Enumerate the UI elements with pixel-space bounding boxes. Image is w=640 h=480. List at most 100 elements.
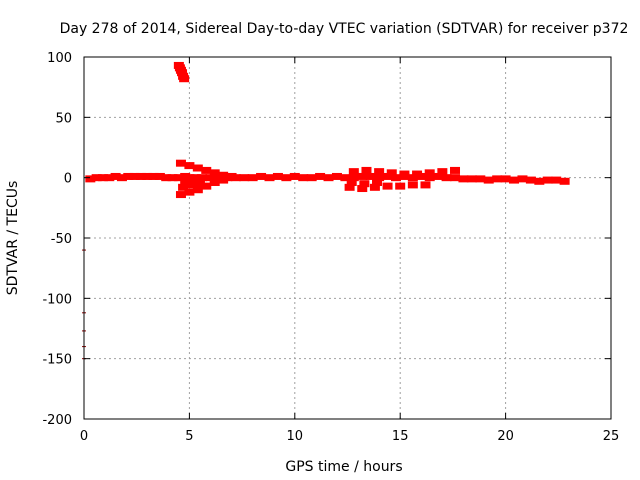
data-point xyxy=(386,169,397,177)
data-point xyxy=(192,164,203,172)
data-point xyxy=(420,181,431,189)
data-point xyxy=(357,185,368,193)
data-point xyxy=(424,169,435,177)
data-point xyxy=(517,175,528,183)
data-point xyxy=(466,175,477,183)
data-point xyxy=(201,166,212,174)
axis-ticks: 0 5 10 15 20 25 100 50 0 -50 -100 -150 -200 xyxy=(42,51,619,444)
y-tick-label: -150 xyxy=(42,353,72,368)
data-point xyxy=(433,172,444,180)
x-tick-label: 15 xyxy=(392,429,409,444)
data-point xyxy=(184,162,195,170)
data-point xyxy=(399,170,410,178)
data-point xyxy=(372,178,383,186)
y-tick-label: -100 xyxy=(42,292,72,307)
x-tick-label: 0 xyxy=(80,429,88,444)
data-point xyxy=(365,172,376,180)
grid xyxy=(84,57,611,419)
data-point xyxy=(192,186,203,194)
y-tick-label: 0 xyxy=(64,172,72,187)
data-point xyxy=(450,166,461,174)
data-point xyxy=(509,176,520,184)
y-tick-label: -200 xyxy=(42,413,72,428)
data-point xyxy=(201,182,212,190)
x-tick-label: 25 xyxy=(603,429,620,444)
data-point xyxy=(348,174,359,182)
plot-frame xyxy=(83,56,612,420)
data-point xyxy=(154,172,165,180)
data-point xyxy=(483,176,494,184)
data-point xyxy=(177,69,188,77)
y-tick-label: 100 xyxy=(47,51,72,66)
data-point xyxy=(344,183,355,191)
data-point xyxy=(382,182,393,190)
data-point xyxy=(167,174,178,182)
data-point xyxy=(104,174,115,182)
data-point xyxy=(437,168,448,176)
data-point xyxy=(256,172,267,180)
data-point xyxy=(123,172,134,180)
data-point xyxy=(348,168,359,176)
data-point xyxy=(148,172,159,180)
x-tick-label: 5 xyxy=(185,429,193,444)
data-point xyxy=(361,166,372,174)
data-point xyxy=(315,172,326,180)
data-point xyxy=(369,183,380,191)
data-point xyxy=(179,75,190,83)
data-point xyxy=(110,172,121,180)
data-point xyxy=(175,159,186,167)
data-point xyxy=(407,181,418,189)
data-point xyxy=(184,188,195,196)
data-point xyxy=(264,174,275,182)
data-point xyxy=(534,177,545,185)
data-point xyxy=(91,174,102,182)
data-point xyxy=(272,172,283,180)
data-point xyxy=(218,171,229,179)
data-point xyxy=(239,174,250,182)
data-point xyxy=(331,172,342,180)
y-tick-label: 50 xyxy=(55,111,72,126)
data-point xyxy=(374,168,385,176)
data-point xyxy=(374,174,385,182)
data-point xyxy=(450,174,461,182)
data-point xyxy=(197,174,208,182)
data-point xyxy=(218,176,229,184)
data-point xyxy=(247,174,258,182)
data-point xyxy=(407,174,418,182)
data-point xyxy=(395,182,406,190)
data-point xyxy=(226,172,237,180)
data-point xyxy=(525,176,536,184)
data-point xyxy=(209,178,220,186)
data-point xyxy=(129,172,140,180)
data-point xyxy=(458,175,469,183)
data-point xyxy=(359,180,370,188)
data-point xyxy=(500,175,511,183)
data-point xyxy=(357,172,368,180)
data-point xyxy=(323,174,334,182)
data-point xyxy=(542,176,553,184)
data-point xyxy=(173,174,184,182)
data-point xyxy=(346,178,357,186)
data-point xyxy=(135,172,146,180)
data-point xyxy=(382,172,393,180)
data-point xyxy=(424,174,435,182)
data-point xyxy=(194,180,205,188)
data-point xyxy=(281,174,292,182)
data-point xyxy=(190,174,201,182)
data-point xyxy=(85,175,96,183)
data-point xyxy=(180,178,191,186)
x-tick-label: 20 xyxy=(497,429,514,444)
y-axis-label: SDTVAR / TECUs xyxy=(5,181,21,296)
data-point xyxy=(492,175,503,183)
data-point xyxy=(161,174,172,182)
data-point xyxy=(559,177,570,185)
data-point xyxy=(116,174,127,182)
data-point xyxy=(340,174,351,182)
data-point xyxy=(298,174,309,182)
data-point xyxy=(551,176,562,184)
data-point xyxy=(97,174,108,182)
data-point xyxy=(289,172,300,180)
data-point xyxy=(142,172,153,180)
x-tick-label: 10 xyxy=(287,429,304,444)
